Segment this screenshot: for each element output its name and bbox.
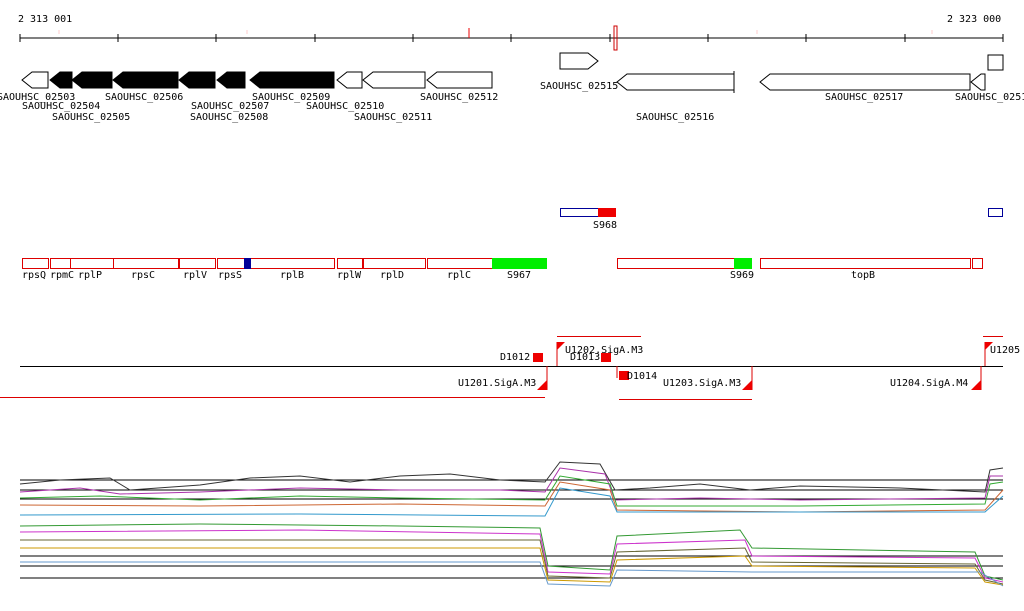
transcript-label: D1014 <box>627 371 657 382</box>
gene-label: SAOUHSC_02512 <box>420 92 498 103</box>
operon-label: rpsC <box>131 270 155 281</box>
gene-arrows <box>21 52 1004 93</box>
operon-label: rplV <box>183 270 207 281</box>
transcript-label: U1203.SigA.M3 <box>663 378 741 389</box>
operon-label: rplC <box>447 270 471 281</box>
transcript-label: D1013 <box>570 352 600 363</box>
operon-label: topB <box>851 270 875 281</box>
gene-label: SAOUHSC_02517 <box>825 92 903 103</box>
gene-label: SAOUHSC_02507 <box>191 101 269 112</box>
gene-label: SAOUHSC_0251 <box>955 92 1024 103</box>
operon-label: rpsQ <box>22 270 46 281</box>
transcript-track <box>0 336 1003 400</box>
gene-label: SAOUHSC_02506 <box>105 92 183 103</box>
feature-label: S968 <box>593 220 617 231</box>
operon-boxes <box>22 258 983 269</box>
gene-label: SAOUHSC_02504 <box>22 101 100 112</box>
transcript-label: U1201.SigA.M3 <box>458 378 536 389</box>
expression-profiles <box>19 461 1004 587</box>
gene-label: SAOUHSC_02505 <box>52 112 130 123</box>
transcript-label: U1205 <box>990 345 1020 356</box>
gene-label: SAOUHSC_02508 <box>190 112 268 123</box>
gene-label: SAOUHSC_02515 <box>540 81 618 92</box>
transcript-label: D1012 <box>500 352 530 363</box>
operon-label: rpsS <box>218 270 242 281</box>
gene-label: SAOUHSC_02510 <box>306 101 384 112</box>
transcript-label: U1204.SigA.M4 <box>890 378 968 389</box>
operon-label: rplD <box>380 270 404 281</box>
ruler-start: 2 313 001 <box>18 14 72 25</box>
operon-label: rplW <box>337 270 362 281</box>
gene-label: SAOUHSC_02511 <box>354 112 432 123</box>
operon-label: S969 <box>730 270 754 281</box>
ruler-end: 2 323 000 <box>947 14 1001 25</box>
gene-label: SAOUHSC_02503 <box>0 92 75 103</box>
operon-label: S967 <box>507 270 531 281</box>
gene-label: SAOUHSC_02509 <box>252 92 330 103</box>
transcript-label: U1202.SigA.M3 <box>565 345 643 356</box>
operon-label: rplP <box>78 270 102 281</box>
operon-label: rplB <box>280 270 304 281</box>
operon-label: rpmC <box>50 270 74 281</box>
feature-boxes <box>560 208 1003 217</box>
ruler <box>19 25 1004 51</box>
gene-label: SAOUHSC_02516 <box>636 112 714 123</box>
